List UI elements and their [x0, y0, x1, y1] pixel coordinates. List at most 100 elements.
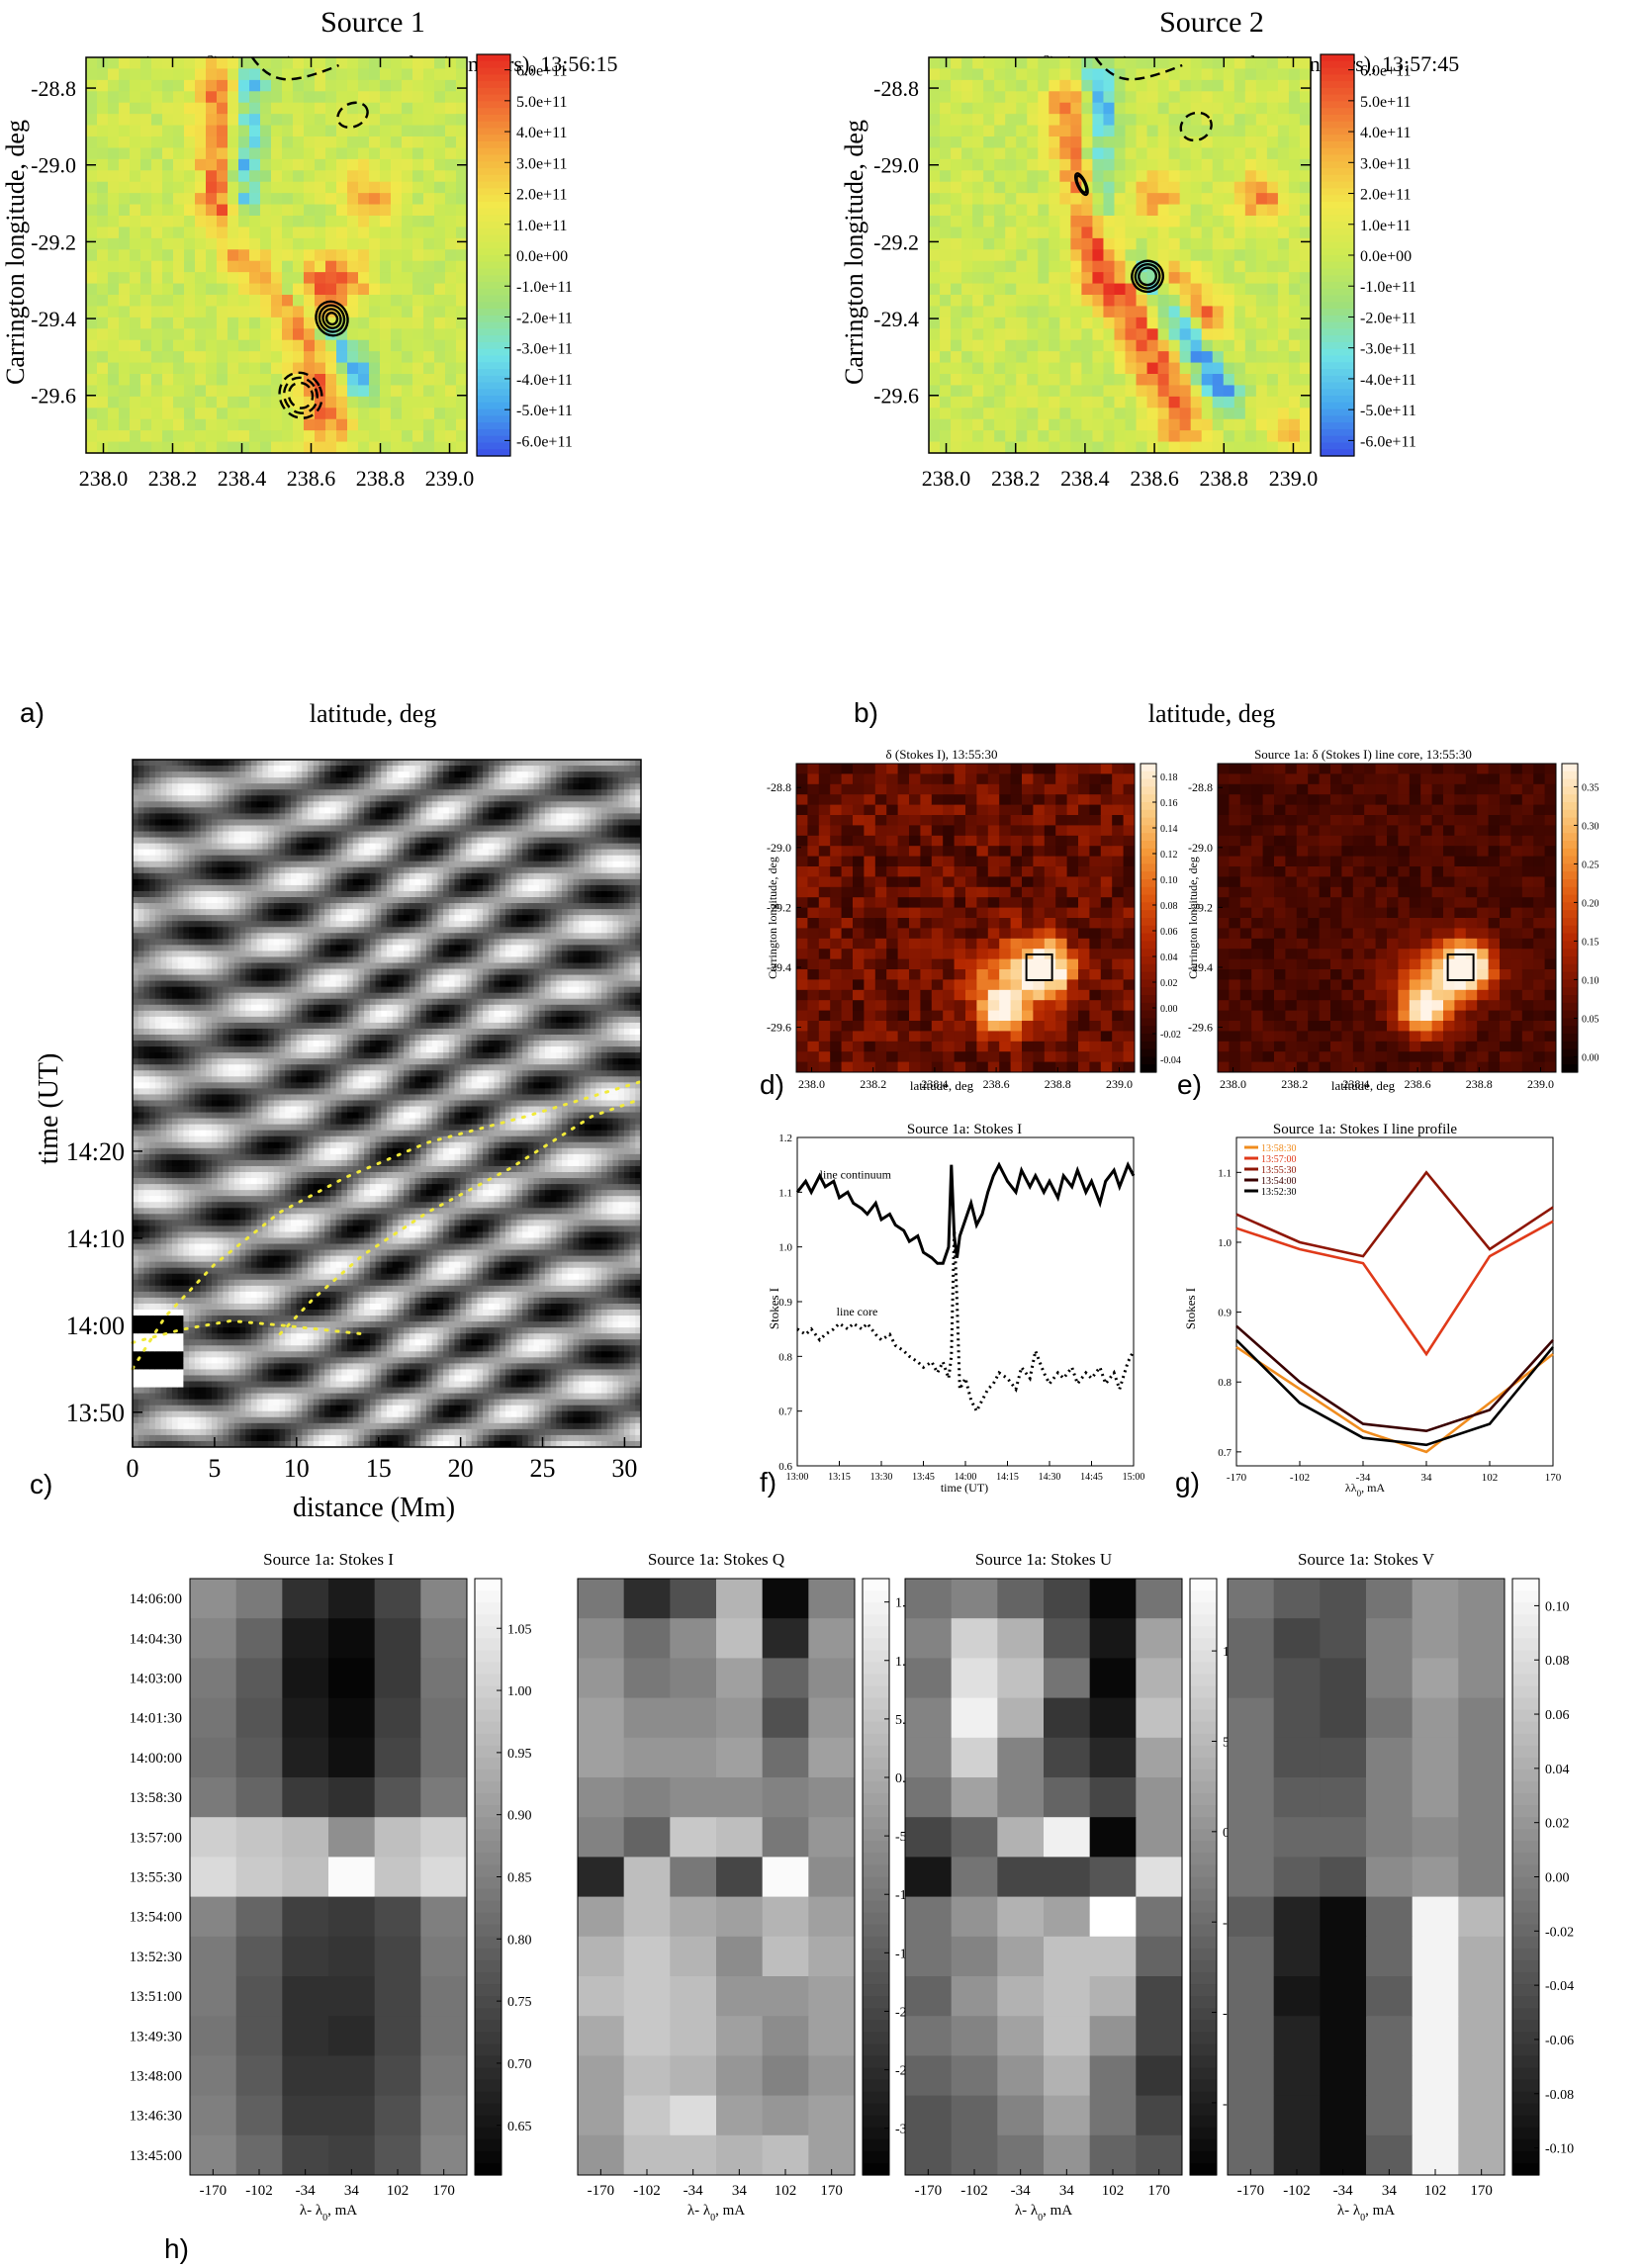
heatmap-cell — [177, 1440, 184, 1448]
heatmap-cell — [380, 158, 392, 171]
heatmap-cell — [151, 114, 163, 127]
heatmap-cell — [1016, 385, 1028, 398]
heatmap-cell — [149, 1405, 156, 1412]
heatmap-cell — [315, 272, 326, 285]
heatmap-cell — [119, 351, 131, 364]
heatmap-cell — [228, 1428, 235, 1436]
heatmap-cell — [1212, 430, 1225, 443]
heatmap-cell — [137, 1088, 144, 1095]
heatmap-cell — [380, 79, 392, 92]
heatmap-cell — [183, 1147, 190, 1155]
heatmap-cell — [171, 1231, 179, 1238]
heatmap-cell — [1027, 181, 1039, 194]
heatmap-cell — [211, 1165, 219, 1173]
heatmap-cell — [238, 237, 250, 250]
heatmap-cell — [149, 980, 156, 988]
heatmap-cell — [130, 351, 141, 364]
colorbar-cell — [477, 335, 510, 343]
heatmap-cell — [166, 968, 173, 976]
heatmap-cell — [1244, 237, 1257, 250]
heatmap-cell — [184, 362, 196, 375]
heatmap-cell — [166, 831, 173, 839]
heatmap-cell — [239, 903, 246, 910]
heatmap-cell — [239, 1165, 246, 1173]
heatmap-cell — [206, 921, 213, 928]
heatmap-cell — [137, 974, 144, 982]
heatmap-cell — [200, 927, 207, 934]
heatmap-cell — [1288, 328, 1301, 341]
heatmap-cell — [133, 1202, 139, 1209]
heatmap-cell — [358, 396, 370, 408]
heatmap-cell — [160, 813, 167, 820]
heatmap-cell — [929, 306, 941, 318]
heatmap-cell — [983, 170, 995, 183]
heatmap-cell — [369, 328, 381, 341]
heatmap-cell — [1288, 193, 1301, 206]
heatmap-cell — [233, 1106, 241, 1114]
heatmap-cell — [217, 408, 228, 420]
heatmap-cell — [380, 147, 392, 160]
heatmap-cell — [380, 114, 392, 127]
heatmap-cell — [97, 68, 109, 81]
heatmap-cell — [293, 204, 305, 217]
heatmap-cell — [228, 992, 235, 1000]
heatmap-cell — [149, 1291, 156, 1299]
heatmap-cell — [434, 441, 446, 454]
heatmap-cell — [151, 181, 163, 194]
heatmap-cell — [972, 91, 984, 104]
heatmap-cell — [951, 249, 962, 262]
heatmap-cell — [1146, 260, 1159, 273]
heatmap-cell — [133, 1184, 139, 1191]
heatmap-cell — [86, 102, 98, 115]
heatmap-cell — [166, 1064, 173, 1071]
heatmap-cell — [233, 1130, 241, 1137]
heatmap-cell — [951, 170, 962, 183]
heatmap-cell — [434, 125, 446, 137]
heatmap-cell — [423, 136, 435, 149]
heatmap-cell — [239, 897, 246, 904]
heatmap-cell — [177, 1124, 184, 1132]
heatmap-cell — [1266, 339, 1279, 352]
heatmap-cell — [189, 1159, 196, 1167]
heatmap-cell — [228, 986, 235, 994]
heatmap-cell — [1190, 385, 1203, 398]
heatmap-cell — [183, 831, 190, 839]
heatmap-cell — [194, 1135, 202, 1143]
heatmap-cell — [211, 933, 219, 940]
heatmap-cell — [183, 1052, 190, 1059]
heatmap-cell — [206, 1310, 213, 1316]
heatmap-cell — [228, 1351, 235, 1358]
heatmap-cell — [86, 68, 98, 81]
heatmap-cell — [1190, 136, 1203, 149]
heatmap-cell — [166, 1016, 173, 1024]
heatmap-cell — [217, 819, 224, 826]
heatmap-cell — [217, 216, 228, 228]
heatmap-cell — [143, 1147, 150, 1155]
heatmap-cell — [1125, 91, 1138, 104]
heatmap-cell — [211, 819, 219, 826]
heatmap-cell — [228, 1220, 235, 1226]
heatmap-cell — [260, 328, 272, 341]
heatmap-cell — [228, 951, 235, 957]
heatmap-cell — [133, 760, 139, 767]
heatmap-cell — [151, 249, 163, 262]
heatmap-cell — [456, 408, 468, 420]
heatmap-cell — [194, 1297, 202, 1305]
heatmap-cell — [940, 362, 952, 375]
heatmap-cell — [1179, 249, 1192, 262]
heatmap-cell — [137, 903, 144, 910]
heatmap-cell — [423, 102, 435, 115]
heatmap-cell — [1223, 339, 1235, 352]
colorbar-cell — [1321, 181, 1354, 189]
heatmap-cell — [177, 915, 184, 922]
heatmap-cell — [133, 1255, 139, 1263]
heatmap-cell — [162, 68, 174, 81]
heatmap-cell — [160, 1428, 167, 1436]
heatmap-cell — [108, 408, 120, 420]
heatmap-cell — [358, 227, 370, 239]
heatmap-cell — [249, 374, 261, 387]
heatmap-cell — [137, 1428, 144, 1436]
y-tick-label: -29.6 — [31, 384, 76, 408]
heatmap-cell — [260, 216, 272, 228]
heatmap-cell — [233, 1434, 241, 1442]
